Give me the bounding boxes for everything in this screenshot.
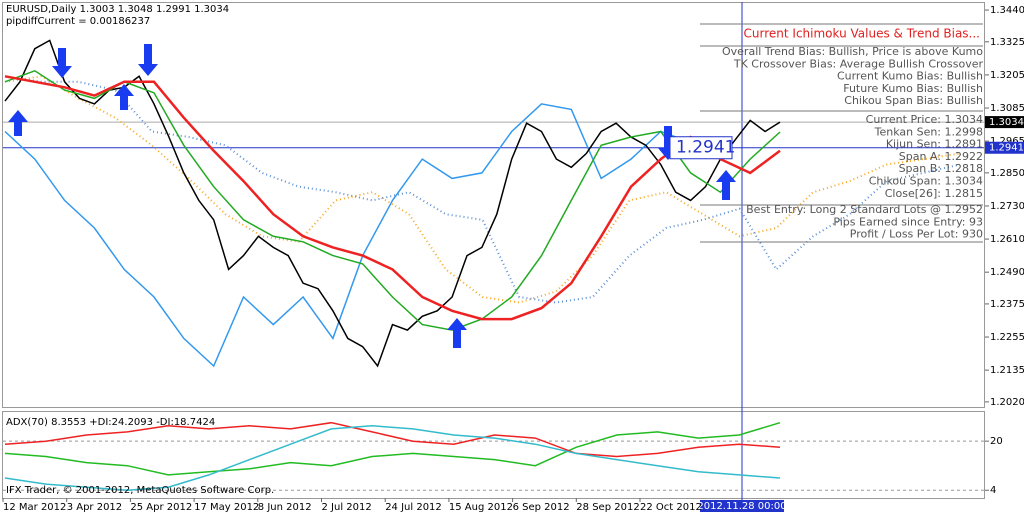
y-tick-label: 1.2135 <box>990 365 1024 376</box>
symbol-line: EURUSD,Daily 1.3003 1.3048 1.2991 1.3034 <box>6 4 229 15</box>
info-line: Current Price: 1.3034 <box>866 113 983 126</box>
info-line: TK Crossover Bias: Average Bullish Cross… <box>733 57 984 70</box>
series-line <box>4 425 781 491</box>
y-tick-label: 1.3440 <box>990 5 1024 16</box>
y-tick-label: 1.3085 <box>990 103 1024 114</box>
plot <box>3 39 984 491</box>
series-line <box>4 75 961 304</box>
indicator-line: pipdiffCurrent = 0.00186237 <box>6 16 150 27</box>
info-line: Span A: 1.2922 <box>899 150 983 163</box>
y-tick-label: 1.2965 <box>990 136 1024 147</box>
up-arrow <box>8 110 28 136</box>
x-tick-label: 6 Sep 2012 <box>513 502 570 513</box>
y-tick-label: 1.2375 <box>990 299 1024 310</box>
series-line <box>4 39 781 368</box>
x-tick-label: 3 Apr 2012 <box>67 502 122 513</box>
series-line <box>4 421 781 458</box>
y-tick-label: 1.2255 <box>990 332 1024 343</box>
up-arrow <box>716 170 736 200</box>
series-line <box>4 103 691 368</box>
price-label-box <box>985 141 1024 154</box>
entry-price-label: 1.2941 <box>989 143 1024 154</box>
cursor-label: 2012.11.28 00:00 <box>697 501 786 512</box>
info-line: Overall Trend Bias: Bullish, Price is ab… <box>722 45 983 58</box>
y-tick-label: 1.2850 <box>990 168 1024 179</box>
up-arrow <box>114 84 134 110</box>
x-tick-label: 8 Jun 2012 <box>258 502 312 513</box>
entry-label-box <box>669 136 733 160</box>
main-panel <box>2 2 985 408</box>
y-tick-label: 4 <box>990 485 996 496</box>
info-line: Chikou Span: 1.3034 <box>869 175 983 188</box>
x-tick-label: 17 May 2012 <box>194 502 259 513</box>
x-tick-label: 22 Oct 2012 <box>640 502 702 513</box>
price-label-box <box>985 116 1024 129</box>
adx-panel <box>2 411 985 499</box>
info-line: Span B: 1.2818 <box>899 162 983 175</box>
up-arrow <box>447 318 467 348</box>
info-line: Best Entry: Long 2 Standard Lots @ 1.295… <box>746 203 983 216</box>
series-line <box>4 75 781 321</box>
y-tick-label: 1.3205 <box>990 70 1024 81</box>
x-tick-label: 28 Sep 2012 <box>576 502 639 513</box>
down-arrow <box>52 48 72 78</box>
info-line: Chikou Span Bias: Bullish <box>844 94 983 107</box>
x-tick-label: 15 Aug 2012 <box>449 502 513 513</box>
adx-title: ADX(70) 8.3553 +DI:24.2093 -DI:18.7424 <box>6 417 215 428</box>
current-price-label: 1.3034 <box>989 117 1024 128</box>
x-tick-label: 25 Apr 2012 <box>130 502 192 513</box>
y-tick-label: 1.2610 <box>990 234 1024 245</box>
info-line: Close[26]: 1.2815 <box>885 187 983 200</box>
info-line: Future Kumo Bias: Bullish <box>843 82 983 95</box>
down-arrow <box>138 44 158 76</box>
series-line <box>4 75 961 304</box>
entry-chart-label: 1.2941 <box>676 138 735 158</box>
info-line: Current Kumo Bias: Bullish <box>837 70 983 83</box>
y-tick-label: 20 <box>990 436 1003 447</box>
info-line: Kijun Sen: 1.2891 <box>886 138 983 151</box>
series-line <box>4 421 781 476</box>
y-tick-label: 1.2020 <box>990 397 1024 408</box>
info-line: Pips Earned since Entry: 93 <box>833 215 983 228</box>
info-line: Profit / Loss Per Lot: 930 <box>850 228 983 241</box>
y-tick-label: 1.2490 <box>990 267 1024 278</box>
y-tick-label: 1.2730 <box>990 201 1024 212</box>
series-line <box>4 69 781 331</box>
x-tick-label: 2 Jul 2012 <box>322 502 372 513</box>
info-title: Current Ichimoku Values & Trend Bias... <box>744 27 980 41</box>
footer: IFX Trader, © 2001-2012, MetaQuotes Soft… <box>6 485 274 496</box>
x-tick-label: 24 Jul 2012 <box>385 502 442 513</box>
y-tick-label: 1.3325 <box>990 37 1024 48</box>
x-tick-label: 12 Mar 2012 <box>3 502 66 513</box>
info-line: Tenkan Sen: 1.2998 <box>874 125 983 138</box>
cursor-label-box <box>700 500 784 512</box>
